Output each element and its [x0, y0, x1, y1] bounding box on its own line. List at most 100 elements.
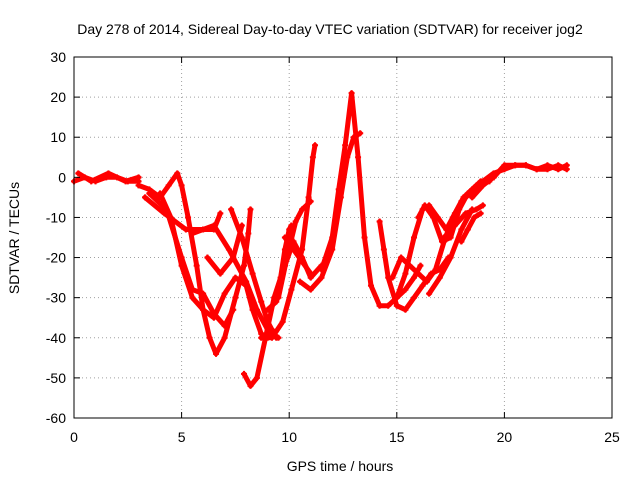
- data-point: [307, 270, 314, 277]
- data-point: [415, 270, 422, 277]
- data-point: [402, 286, 409, 293]
- data-point: [305, 194, 312, 201]
- data-point: [380, 246, 387, 253]
- data-point: [268, 334, 275, 341]
- data-point: [217, 270, 224, 277]
- chart-title: Day 278 of 2014, Sidereal Day-to-day VTE…: [77, 21, 583, 37]
- data-point: [342, 142, 349, 149]
- data-point: [200, 306, 207, 313]
- data-point: [221, 290, 228, 297]
- data-point: [469, 206, 476, 213]
- data-point: [307, 286, 314, 293]
- data-point: [281, 234, 288, 241]
- data-point: [309, 154, 316, 161]
- data-point: [417, 262, 424, 269]
- data-point: [490, 170, 497, 177]
- data-point: [398, 254, 405, 261]
- data-point: [264, 306, 271, 313]
- data-point: [249, 270, 256, 277]
- data-point: [268, 326, 275, 333]
- data-point: [253, 374, 260, 381]
- data-point: [438, 238, 445, 245]
- data-point: [161, 210, 168, 217]
- y-tick-label: -40: [46, 330, 66, 346]
- data-point: [464, 190, 471, 197]
- data-point: [284, 254, 291, 261]
- data-point: [411, 274, 418, 281]
- data-point: [135, 174, 142, 181]
- data-point: [221, 334, 228, 341]
- x-tick-label: 5: [178, 429, 186, 445]
- data-point: [157, 190, 164, 197]
- series-line-track-16: [319, 90, 423, 309]
- y-tick-label: 30: [50, 49, 66, 65]
- data-point: [426, 290, 433, 297]
- y-tick-label: -60: [46, 410, 66, 426]
- data-point: [241, 262, 248, 269]
- data-point: [415, 214, 422, 221]
- data-point: [245, 230, 252, 237]
- series-line-track-7: [189, 210, 223, 236]
- data-point: [563, 162, 570, 169]
- data-point: [241, 370, 248, 377]
- data-point: [232, 294, 239, 301]
- plot-frame: [73, 56, 613, 419]
- data-point: [230, 306, 237, 313]
- data-point: [299, 206, 306, 213]
- data-point: [411, 234, 418, 241]
- series-line-track-25: [458, 210, 484, 244]
- data-point: [477, 210, 484, 217]
- data-point: [146, 190, 153, 197]
- data-point: [458, 226, 465, 233]
- data-point: [200, 226, 207, 233]
- x-tick-label: 20: [497, 429, 513, 445]
- data-point: [348, 90, 355, 97]
- data-point: [228, 206, 235, 213]
- data-point: [210, 314, 217, 321]
- data-point: [318, 266, 325, 273]
- data-point: [376, 302, 383, 309]
- data-point: [393, 302, 400, 309]
- y-tick-label: -10: [46, 209, 66, 225]
- axis-ticks: -60 -50 -40 -30 -20 -10 0 10 20 30 0 5 10 15 20 25: [46, 49, 620, 445]
- data-point: [105, 170, 112, 177]
- data-point: [451, 222, 458, 229]
- data-point: [430, 214, 437, 221]
- data-point: [210, 226, 217, 233]
- data-point: [292, 218, 299, 225]
- data-point: [273, 298, 280, 305]
- y-tick-label: 10: [50, 129, 66, 145]
- series-line-track-11: [258, 142, 318, 341]
- data-point: [247, 382, 254, 389]
- data-point: [307, 198, 314, 205]
- data-point: [329, 234, 336, 241]
- y-tick-label: 0: [58, 169, 66, 185]
- data-point: [296, 278, 303, 285]
- data-point: [533, 166, 540, 173]
- data-point: [165, 182, 172, 189]
- data-point: [204, 254, 211, 261]
- x-axis-label: GPS time / hours: [287, 458, 394, 474]
- data-point: [182, 226, 189, 233]
- data-point: [258, 334, 265, 341]
- series-line-track-8: [204, 223, 245, 277]
- data-point: [247, 206, 254, 213]
- data-point: [221, 322, 228, 329]
- data-point: [479, 178, 486, 185]
- data-point: [178, 262, 185, 269]
- data-point: [213, 350, 220, 357]
- data-point: [458, 238, 465, 245]
- x-tick-label: 25: [604, 429, 620, 445]
- data-point: [471, 214, 478, 221]
- data-point: [464, 226, 471, 233]
- data-point: [88, 178, 95, 185]
- data-point: [555, 166, 562, 173]
- data-point: [389, 274, 396, 281]
- data-point: [178, 182, 185, 189]
- y-tick-label: -20: [46, 250, 66, 266]
- data-point: [243, 278, 250, 285]
- data-point: [473, 182, 480, 189]
- data-point: [447, 234, 454, 241]
- data-point: [275, 294, 282, 301]
- data-point: [411, 294, 418, 301]
